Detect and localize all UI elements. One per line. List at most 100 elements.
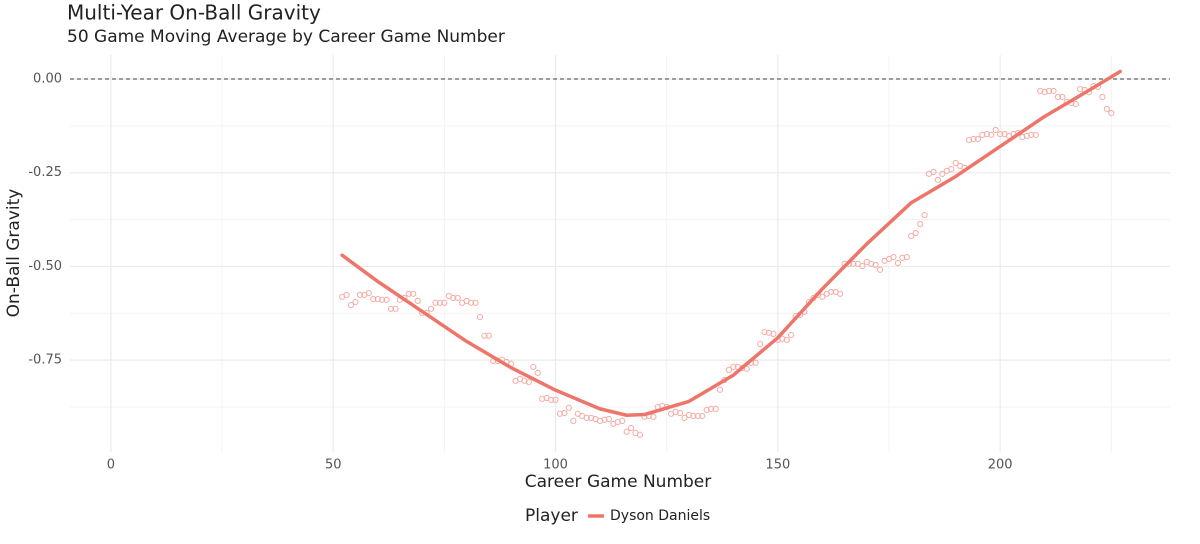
data-point [712, 405, 719, 412]
x-tick-label: 150 [765, 458, 790, 473]
data-point [1077, 86, 1084, 93]
data-point [850, 260, 857, 267]
data-point [521, 377, 528, 384]
data-point [570, 417, 577, 424]
x-axis-title: Career Game Number [525, 472, 712, 492]
data-point [716, 386, 724, 393]
y-tick-label: 0.00 [33, 71, 62, 86]
data-point [1023, 132, 1030, 140]
data-point [476, 313, 484, 321]
data-point [859, 262, 866, 270]
data-point [690, 412, 697, 420]
data-point [761, 328, 768, 336]
data-point [819, 293, 826, 300]
data-point [410, 290, 417, 297]
data-point [899, 254, 906, 261]
data-point [343, 291, 350, 299]
data-point [1045, 87, 1053, 95]
data-point [752, 359, 759, 366]
data-point [1028, 131, 1035, 138]
data-point [1041, 89, 1048, 96]
data-point [623, 428, 630, 435]
data-point [988, 131, 995, 138]
data-point [525, 378, 532, 385]
data-point [1099, 93, 1106, 101]
data-point [414, 297, 421, 305]
data-point [481, 332, 488, 339]
data-point [939, 170, 946, 177]
data-point [472, 299, 479, 306]
legend-title: Player [525, 506, 578, 526]
data-point [539, 395, 546, 402]
data-point [930, 168, 937, 176]
data-point [952, 159, 959, 167]
data-point [868, 260, 875, 267]
data-point [725, 366, 733, 374]
data-point [685, 411, 693, 418]
data-point [596, 417, 604, 424]
data-point [356, 291, 363, 299]
data-point [908, 232, 915, 240]
data-point [765, 329, 773, 336]
data-point [1103, 105, 1110, 113]
data-point [970, 135, 977, 143]
data-point [365, 289, 372, 297]
data-point [432, 299, 439, 306]
data-point [779, 335, 786, 342]
data-point [583, 414, 590, 421]
data-point [379, 296, 386, 303]
data-point [828, 288, 835, 296]
data-point [387, 305, 395, 312]
data-point [392, 305, 399, 312]
data-point [836, 290, 844, 297]
x-tick-label: 0 [107, 458, 115, 473]
data-point [636, 431, 644, 438]
data-point [383, 296, 390, 303]
data-point [405, 290, 412, 297]
legend-label: Dyson Daniels [610, 508, 710, 524]
data-point [587, 414, 595, 421]
data-point [454, 294, 461, 302]
y-tick-label: -0.25 [28, 165, 62, 180]
data-point [934, 176, 942, 183]
y-tick-label: -0.50 [28, 259, 62, 274]
data-point [436, 299, 444, 306]
y-tick-label: -0.75 [28, 353, 62, 368]
data-point [894, 259, 901, 267]
data-point [561, 409, 568, 417]
data-point [601, 416, 608, 423]
smooth-line [340, 69, 1122, 418]
data-point [552, 396, 559, 403]
data-point [681, 414, 688, 421]
data-point [730, 363, 737, 371]
data-point [614, 418, 621, 426]
data-point [427, 305, 435, 312]
chart-subtitle: 50 Game Moving Average by Career Game Nu… [67, 27, 505, 47]
data-point [703, 406, 710, 414]
data-point [605, 415, 612, 423]
data-point [1054, 93, 1062, 101]
data-point [1108, 110, 1115, 117]
x-tick-label: 50 [325, 458, 342, 473]
chart-title: Multi-Year On-Ball Gravity [67, 1, 321, 25]
data-point [948, 165, 955, 173]
data-point [441, 299, 448, 306]
data-point [974, 135, 982, 143]
x-tick-label: 200 [988, 458, 1013, 473]
data-point [450, 294, 457, 302]
data-point [347, 301, 355, 309]
data-point [756, 340, 764, 348]
data-point [352, 298, 359, 306]
data-point [903, 253, 910, 261]
data-point [565, 404, 572, 411]
data-point [890, 253, 897, 261]
data-point [997, 131, 1004, 138]
data-point [530, 363, 537, 371]
data-point [676, 409, 684, 417]
data-point [556, 410, 564, 417]
data-point [467, 299, 475, 306]
x-tick-label: 100 [543, 458, 568, 473]
data-point [965, 136, 973, 144]
